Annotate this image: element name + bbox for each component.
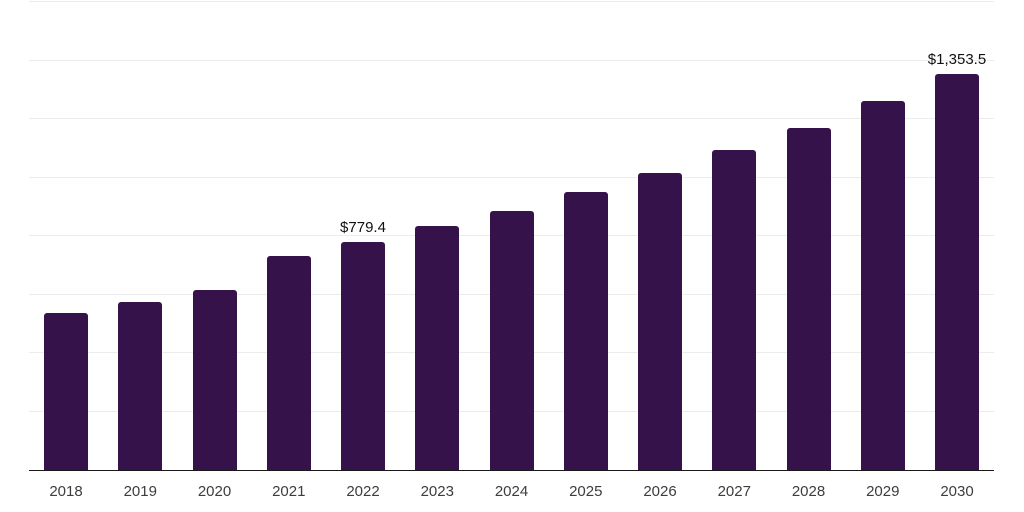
bar-2025 xyxy=(563,191,608,470)
bar-cell xyxy=(489,2,534,470)
bar-cell xyxy=(638,2,682,470)
x-axis-labels: 2018 2019 2020 2021 2022 2023 2024 2025 2026 2027… xyxy=(29,483,994,501)
bar-cell xyxy=(266,2,311,470)
bar-2023 xyxy=(415,225,460,470)
x-tick-label-2021: 2021 xyxy=(272,483,306,500)
bars-group: $779.4 $1,353.5 xyxy=(29,2,994,470)
bar-cell xyxy=(192,2,237,470)
x-tick-label-2027: 2027 xyxy=(717,483,751,500)
x-axis-line xyxy=(29,469,994,471)
bar-value-label-2022: $779.4 xyxy=(340,219,386,237)
bar-cell xyxy=(415,2,460,470)
bar-cell xyxy=(563,2,608,470)
bar-2024 xyxy=(489,210,534,470)
gridline xyxy=(29,176,994,178)
bar-2019 xyxy=(118,302,163,470)
bar-2028 xyxy=(786,127,831,470)
bar-2018 xyxy=(44,313,88,470)
bar-cell xyxy=(118,2,163,470)
x-tick-label-2030: 2030 xyxy=(940,483,974,500)
bar-2030 xyxy=(935,74,979,470)
x-tick-label-2029: 2029 xyxy=(866,483,900,500)
x-tick-label-2028: 2028 xyxy=(791,483,826,500)
bar-value-label-2030: $1,353.5 xyxy=(927,51,987,69)
x-tick-label-2022: 2022 xyxy=(346,483,380,500)
bar-2029 xyxy=(860,101,905,470)
x-tick-label-2020: 2020 xyxy=(197,483,232,500)
x-tick-label-2025: 2025 xyxy=(569,483,603,500)
bar-2020 xyxy=(192,290,237,470)
bar-cell xyxy=(860,2,905,470)
x-tick-label-2024: 2024 xyxy=(494,483,529,500)
plot-area: $779.4 $1,353.5 xyxy=(29,1,994,471)
x-tick-label-2026: 2026 xyxy=(643,483,677,500)
bar-cell xyxy=(786,2,831,470)
bar-2021 xyxy=(266,256,311,470)
gridline xyxy=(29,118,994,119)
bar-cell xyxy=(44,2,88,470)
x-tick-label-2023: 2023 xyxy=(420,483,454,500)
bar-2026 xyxy=(638,172,682,470)
bar-2027 xyxy=(712,150,757,470)
bar-cell: $1,353.5 xyxy=(928,2,986,470)
bar-cell xyxy=(712,2,757,470)
bar-2022 xyxy=(341,242,385,470)
x-tick-label-2019: 2019 xyxy=(123,483,157,500)
gridline xyxy=(29,59,994,61)
gridline xyxy=(29,1,994,2)
x-tick-label-2018: 2018 xyxy=(49,483,83,500)
bar-cell: $779.4 xyxy=(340,2,386,470)
